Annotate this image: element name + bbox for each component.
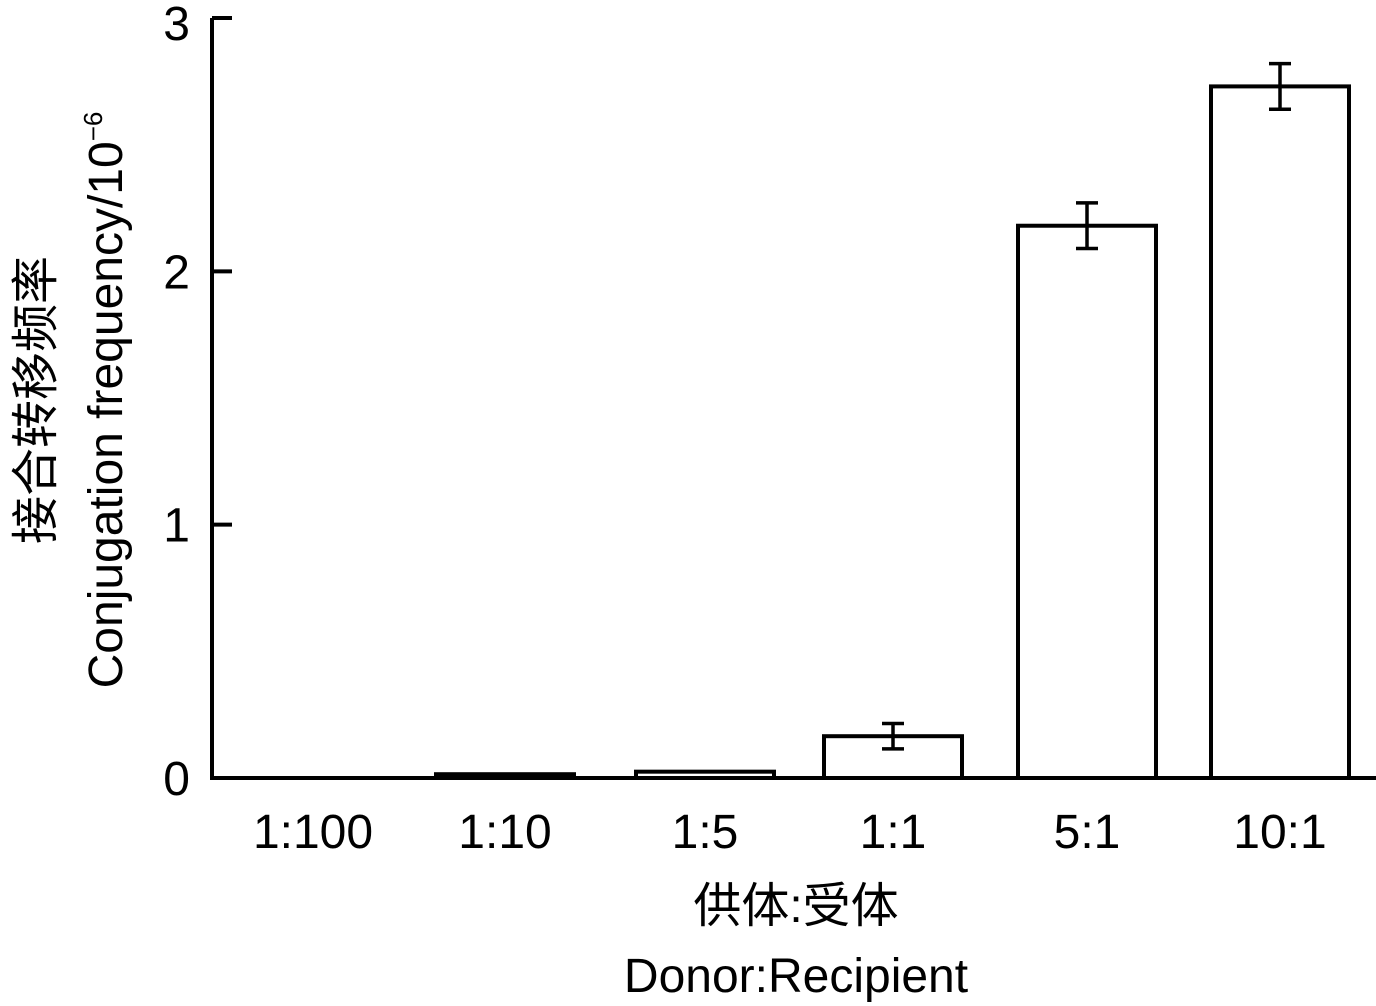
y-axis-label-en-text: Conjugation frequency/10 (80, 141, 133, 688)
bar-5-1 (1016, 223, 1158, 780)
y-tick-label: 2 (163, 246, 190, 299)
x-tick-label: 1:5 (672, 806, 739, 859)
y-axis-label-cn-wrap: 接合转移频率 (10, 256, 63, 544)
x-axis-label-en: Donor:Recipient (624, 950, 968, 1003)
x-tick-label: 1:1 (860, 806, 927, 859)
y-axis-label-en-wrap: Conjugation frequency/10−6 (78, 112, 133, 689)
x-tick-label: 5:1 (1054, 806, 1121, 859)
error-bar-10-1 (1269, 61, 1291, 111)
x-tick-labels-group: 1:100 1:10 1:5 1:1 5:1 10:1 (253, 806, 1327, 859)
y-tick-label: 0 (163, 753, 190, 806)
x-tick-label: 1:10 (458, 806, 551, 859)
bar-10-1 (1209, 84, 1351, 780)
y-axis-label-en: Conjugation frequency/10−6 (78, 112, 133, 689)
y-axis-label-exponent: −6 (78, 112, 108, 142)
y-ticks-group: 0 1 2 3 (163, 0, 232, 806)
y-axis-label-cn: 接合转移频率 (10, 256, 63, 544)
error-bar-1-1 (882, 721, 904, 751)
y-tick-label: 3 (163, 0, 190, 51)
x-axis-label-cn: 供体:受体 (693, 880, 898, 933)
bars-group (434, 84, 1351, 781)
error-bar-5-1 (1076, 201, 1098, 251)
axes-group (210, 18, 1376, 780)
x-tick-label: 1:100 (253, 806, 373, 859)
error-bars-group (882, 61, 1291, 751)
x-tick-label: 10:1 (1233, 806, 1326, 859)
y-tick-label: 1 (163, 500, 190, 553)
